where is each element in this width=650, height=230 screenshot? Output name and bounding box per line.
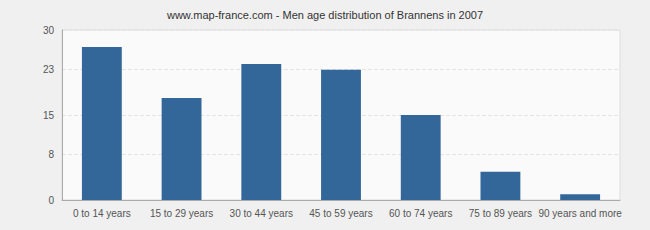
svg-text:15 to 29 years: 15 to 29 years — [150, 208, 213, 219]
svg-text:90 years and more: 90 years and more — [538, 208, 622, 219]
svg-text:75 to 89 years: 75 to 89 years — [469, 208, 532, 219]
svg-text:23: 23 — [43, 64, 55, 75]
svg-text:0: 0 — [48, 195, 54, 206]
svg-text:30 to 44 years: 30 to 44 years — [230, 208, 293, 219]
svg-text:30: 30 — [43, 25, 55, 36]
svg-text:45 to 59 years: 45 to 59 years — [309, 208, 372, 219]
svg-text:8: 8 — [48, 149, 54, 160]
svg-text:15: 15 — [43, 110, 55, 121]
svg-text:www.map-france.com - Men age d: www.map-france.com - Men age distributio… — [166, 9, 483, 21]
svg-text:0 to 14 years: 0 to 14 years — [73, 208, 131, 219]
svg-text:60 to 74 years: 60 to 74 years — [389, 208, 452, 219]
